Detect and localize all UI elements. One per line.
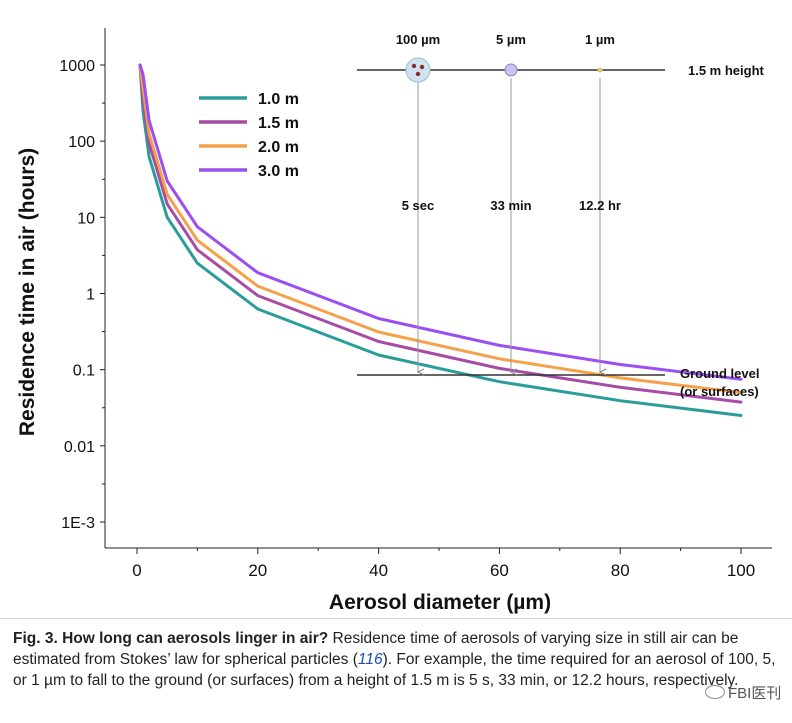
x-tick-label: 20 [248,561,267,580]
particle-100um [405,57,431,83]
x-tick-label: 0 [132,561,141,580]
series-line-1 [138,63,743,417]
legend-label: 1.0 m [258,91,299,108]
x-tick-label: 40 [369,561,388,580]
y-tick-label: 100 [68,134,95,151]
caption-reference-link[interactable]: 116 [357,651,383,668]
ground-label: Ground level [680,366,759,381]
settling-time-label: 33 min [490,198,531,213]
settling-time-label: 12.2 hr [579,198,621,213]
legend-label: 1.5 m [258,115,299,132]
series-line-3 [138,63,743,395]
series-line-2 [138,63,743,404]
x-axis-title: Aerosol diameter (µm) [329,591,551,614]
height-label: 1.5 m height [688,63,765,78]
ground-label-sub: (or surfaces) [680,384,759,399]
caption-text-1: Residence time of aerosols of varying si… [13,630,739,668]
particle-dot [415,71,421,77]
wechat-icon [705,685,725,699]
settling-time-label: 5 sec [402,198,435,213]
caption-text-2: ). For example, the time required for an… [13,651,776,689]
legend-label: 2.0 m [258,139,299,156]
y-tick-label: 1000 [59,58,95,75]
particle-1um [597,67,603,73]
watermark-text: FBI医刊 [728,685,782,702]
caption-divider [0,618,792,619]
particle-size-label: 1 µm [585,32,615,47]
particle-size-label: 100 µm [396,32,440,47]
y-tick-label: 0.01 [64,439,95,456]
legend-label: 3.0 m [258,163,299,180]
x-tick-label: 100 [727,561,755,580]
y-tick-label: 1E-3 [61,515,95,532]
particle-dot [411,63,417,69]
particle-size-label: 5 µm [496,32,526,47]
series-line-4 [138,63,743,381]
y-tick-label: 0.1 [73,363,95,380]
y-axis-title: Residence time in air (hours) [16,148,39,436]
chart-axes: 1000 100 10 1 0.1 0.01 1E-3 0 20 40 60 80 100 [59,28,772,580]
settling-inset: 100 µm 5 sec 5 µm 33 min 1 µm 12.2 hr 1.5 m he… [357,32,765,399]
particle-5um [504,63,518,77]
watermark: FBI医刊 [705,682,781,703]
particle-dot [419,64,425,70]
chart-series [138,63,743,417]
y-tick-label: 1 [86,287,95,304]
chart-legend: 1.0 m 1.5 m 2.0 m 3.0 m [199,91,299,180]
x-tick-label: 80 [611,561,630,580]
x-tick-label: 60 [490,561,509,580]
y-tick-label: 10 [77,210,95,227]
figure-caption: Fig. 3. How long can aerosols linger in … [13,628,783,691]
caption-lead: Fig. 3. How long can aerosols linger in … [13,630,329,647]
